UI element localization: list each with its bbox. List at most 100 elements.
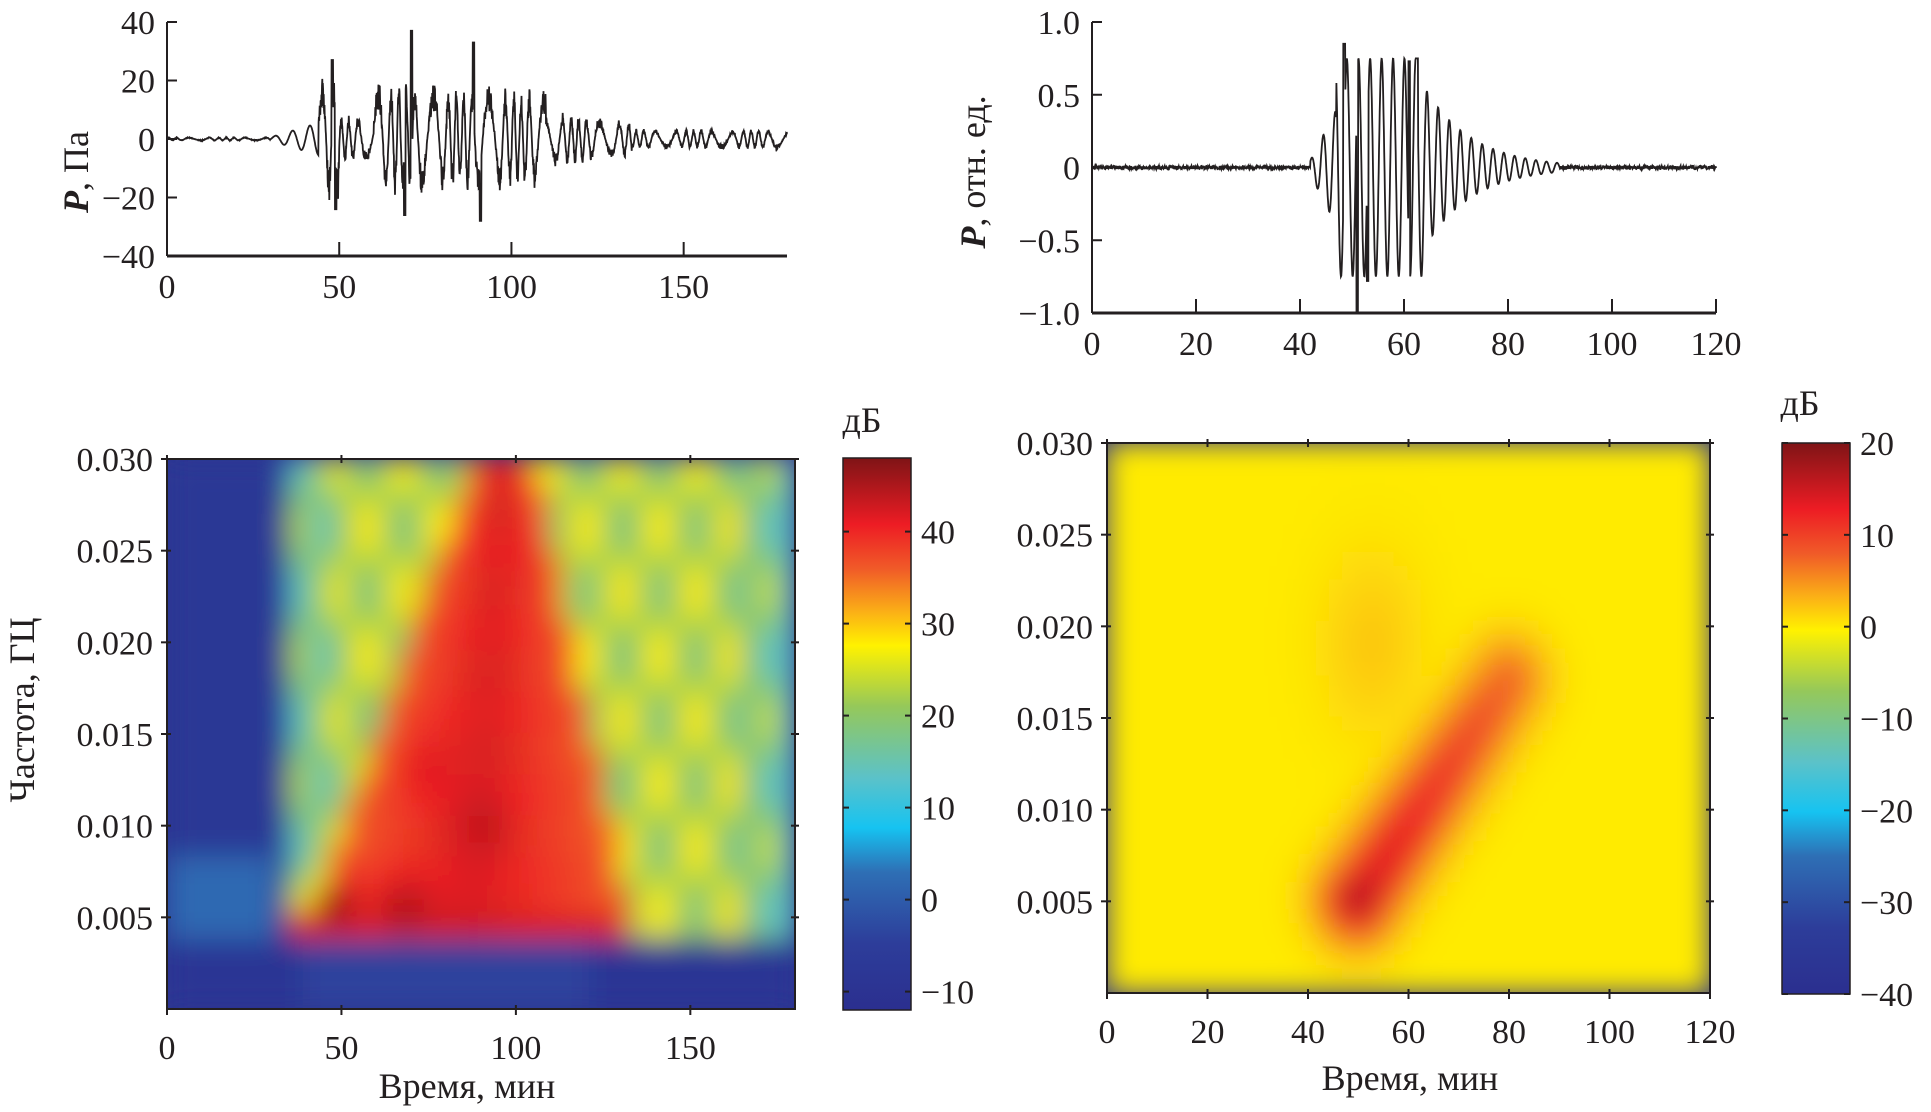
heatmap-cell	[630, 719, 646, 736]
heatmap-cell	[1420, 978, 1436, 993]
heatmap-cell	[1145, 607, 1161, 623]
heatmap-cell	[698, 856, 715, 873]
heatmap-cell	[234, 471, 250, 488]
heatmap-cell	[452, 595, 469, 612]
heatmap-cell	[1328, 607, 1344, 623]
heatmap-cell	[561, 760, 578, 777]
heatmap-cell	[602, 994, 619, 1009]
heatmap-cell	[1119, 909, 1135, 926]
heatmap-cell	[1328, 827, 1344, 843]
heatmap-cell	[1315, 593, 1331, 610]
heatmap-cell	[657, 884, 674, 901]
heatmap-cell	[275, 526, 291, 543]
heatmap-cell	[739, 870, 756, 887]
heatmap-cell	[329, 898, 346, 914]
heatmap-cell	[411, 554, 428, 571]
heatmap-cell	[1158, 950, 1174, 967]
heatmap-cell	[1132, 978, 1148, 993]
heatmap-cell	[602, 966, 619, 983]
heatmap-cell	[684, 705, 701, 722]
heatmap-cell	[725, 664, 742, 681]
heatmap-cell	[1315, 813, 1331, 830]
heatmap-cell	[1197, 964, 1213, 981]
heatmap-cell	[1538, 552, 1554, 568]
heatmap-cell	[1591, 895, 1607, 912]
heatmap-cell	[1604, 799, 1620, 816]
heatmap-cell	[1499, 923, 1515, 940]
heatmap-cell	[220, 870, 237, 887]
heatmap-cell	[684, 664, 701, 681]
heatmap-cell	[480, 485, 496, 502]
heatmap-cell	[234, 980, 250, 997]
heatmap-cell	[343, 623, 360, 639]
heatmap-cell	[302, 526, 319, 543]
heatmap-cell	[521, 760, 537, 777]
heatmap-cell	[1695, 497, 1710, 513]
heatmap-cell	[1289, 607, 1305, 623]
heatmap-cell	[1538, 689, 1554, 706]
heatmap-cell	[780, 939, 795, 956]
heatmap-cell	[167, 843, 182, 859]
heatmap-cell	[1499, 978, 1515, 993]
heatmap-cell	[329, 678, 346, 694]
heatmap-cell	[1577, 937, 1593, 953]
heatmap-cell	[1315, 882, 1331, 898]
heatmap-cell	[1538, 648, 1554, 665]
heatmap-cell	[561, 568, 578, 584]
heatmap-cell	[1250, 950, 1266, 967]
heatmap-cell	[589, 540, 605, 557]
heatmap-cell	[343, 815, 360, 832]
heatmap-cell	[384, 911, 401, 928]
heatmap-cell	[1499, 662, 1515, 678]
heatmap-cell	[671, 678, 687, 694]
heatmap-cell	[302, 568, 319, 584]
heatmap-cell	[1197, 799, 1213, 816]
heatmap-cell	[589, 788, 605, 804]
heatmap-cell	[1328, 717, 1344, 733]
heatmap-cell	[1197, 785, 1213, 802]
heatmap-cell	[1355, 937, 1371, 953]
heatmap-cell	[357, 994, 373, 1009]
heatmap-cell	[411, 664, 428, 681]
heatmap-cell	[179, 568, 196, 584]
heatmap-cell	[1656, 565, 1672, 582]
heatmap-cell	[780, 829, 795, 846]
heatmap-cell	[398, 554, 414, 571]
heatmap-cell	[698, 554, 715, 571]
heatmap-cell	[1538, 443, 1554, 458]
heatmap-cell	[753, 691, 769, 708]
heatmap-cell	[1669, 524, 1685, 541]
heatmap-cell	[167, 540, 182, 557]
heatmap-cell	[220, 568, 237, 584]
heatmap-cell	[1682, 579, 1698, 596]
heatmap-cell	[1224, 978, 1240, 993]
heatmap-cell	[643, 980, 660, 997]
heatmap-cell	[411, 678, 428, 694]
heatmap-cell	[548, 856, 564, 873]
heatmap-cell	[1656, 744, 1672, 761]
heatmap-cell	[1315, 469, 1331, 486]
heatmap-cell	[220, 471, 237, 488]
heatmap-cell	[575, 459, 592, 474]
heatmap-cell	[398, 843, 414, 859]
heatmap-cell	[1656, 923, 1672, 940]
heatmap-cell	[480, 856, 496, 873]
heatmap-cell	[548, 925, 564, 942]
heatmap-cell	[1210, 909, 1226, 926]
heatmap-cell	[561, 705, 578, 722]
heatmap-cell	[1564, 923, 1580, 940]
heatmap-cell	[193, 966, 209, 983]
heatmap-cell	[1355, 648, 1371, 665]
heatmap-cell	[1446, 579, 1462, 596]
heatmap-cell	[234, 815, 250, 832]
heatmap-cell	[1591, 799, 1607, 816]
heatmap-cell	[1315, 785, 1331, 802]
heatmap-cell	[780, 733, 795, 749]
heatmap-cell	[1433, 648, 1449, 665]
heatmap-cell	[343, 939, 360, 956]
heatmap-cell	[671, 856, 687, 873]
heatmap-cell	[1368, 882, 1384, 898]
heatmap-cell	[1669, 854, 1685, 871]
heatmap-cell	[1328, 455, 1344, 472]
heatmap-cell	[1210, 703, 1226, 720]
